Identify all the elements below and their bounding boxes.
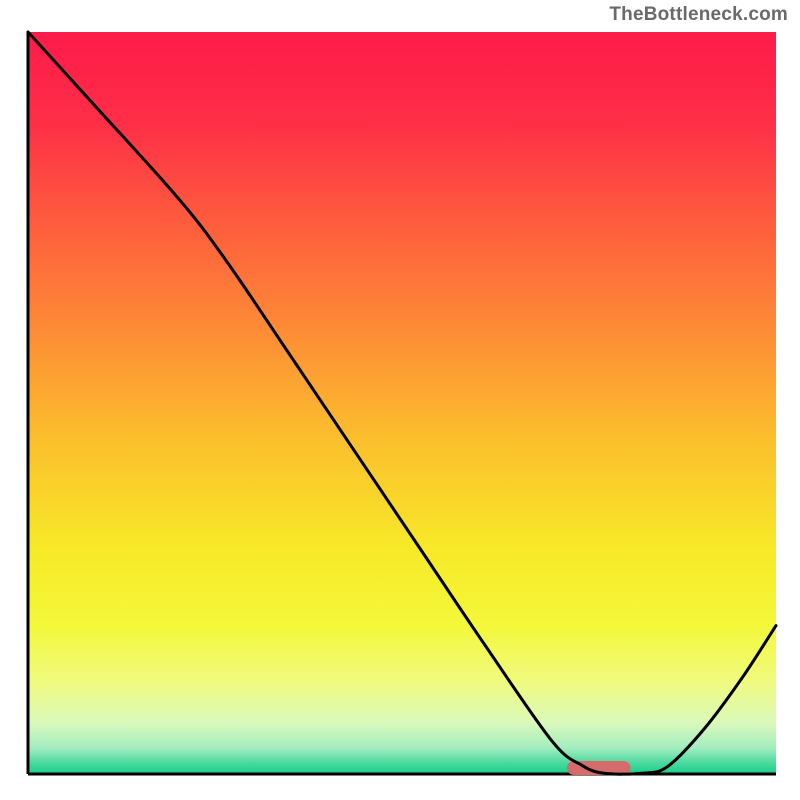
chart-svg [0,0,800,800]
attribution-label: TheBottleneck.com [609,4,788,26]
chart-background [28,32,776,774]
bottleneck-chart: TheBottleneck.com [0,0,800,800]
